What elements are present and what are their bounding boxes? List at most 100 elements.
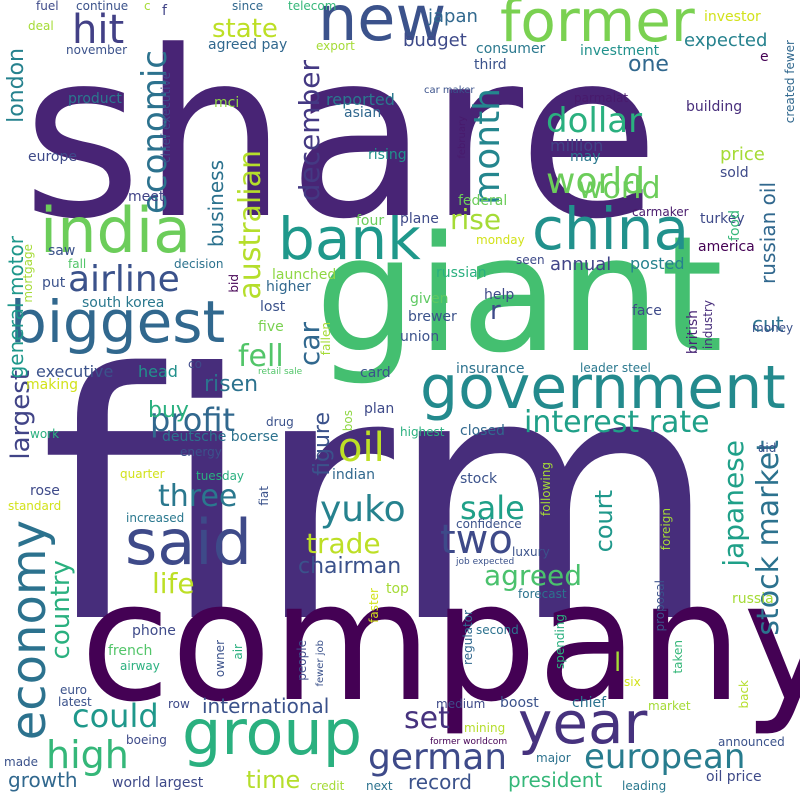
word: fuel xyxy=(36,0,59,13)
word: said xyxy=(125,506,252,579)
word: confidence xyxy=(456,517,522,531)
word: monday xyxy=(476,233,525,247)
word: state xyxy=(212,14,278,44)
word: chairman xyxy=(298,554,402,579)
word: world xyxy=(578,171,661,206)
word: plane xyxy=(400,211,439,227)
word: december xyxy=(293,60,326,202)
word: major xyxy=(536,751,571,765)
word: union xyxy=(400,329,440,345)
word: carmaker xyxy=(632,205,689,219)
word: fiat xyxy=(257,486,271,506)
word: government xyxy=(420,353,786,423)
word: international xyxy=(202,694,330,718)
word: fall xyxy=(68,257,87,271)
word: drug xyxy=(266,415,294,429)
word: investment xyxy=(580,43,660,59)
word: forecast xyxy=(518,587,567,601)
word: face xyxy=(632,303,662,319)
word: announced xyxy=(718,735,785,749)
word: fewer job xyxy=(315,640,326,687)
word: president xyxy=(508,768,603,792)
word: dollar xyxy=(546,101,643,141)
word: mci xyxy=(214,95,240,111)
word: february xyxy=(457,116,468,159)
word: executive xyxy=(36,362,114,381)
word: risen xyxy=(204,372,259,397)
word: mortgage xyxy=(21,244,35,303)
word: price xyxy=(720,144,765,165)
word: may xyxy=(570,149,601,165)
word: retail sale xyxy=(258,367,303,377)
word: car maker xyxy=(424,85,475,96)
word: work xyxy=(30,427,60,441)
word: meet xyxy=(128,189,165,205)
word: industry xyxy=(701,300,715,350)
word: three xyxy=(158,479,238,514)
word: profit xyxy=(150,401,236,439)
word: turkey xyxy=(700,211,745,227)
word: european xyxy=(584,737,746,777)
word: taken xyxy=(671,640,685,674)
word: mining xyxy=(464,721,506,735)
word: market xyxy=(648,699,691,713)
word: airline xyxy=(68,259,180,300)
word: month xyxy=(467,88,508,205)
word: consumer xyxy=(476,41,546,57)
word: brewer xyxy=(408,309,457,325)
word: sold xyxy=(720,165,749,181)
word: company xyxy=(80,546,800,738)
word: biggest xyxy=(10,288,226,356)
word: help xyxy=(484,287,515,303)
word: oil price xyxy=(706,769,762,785)
word: south korea xyxy=(82,295,165,311)
word: co xyxy=(188,357,202,371)
word: europe xyxy=(28,149,77,165)
word: deutsche boerse xyxy=(162,429,279,445)
word: leading xyxy=(622,779,667,793)
word: seen xyxy=(516,253,545,267)
word: yuko xyxy=(320,489,406,530)
word: high xyxy=(46,733,129,777)
word: quarter xyxy=(120,467,165,481)
word: could xyxy=(72,697,159,735)
word: chief executive xyxy=(159,72,173,163)
word: following xyxy=(539,462,553,516)
word: card xyxy=(360,365,391,381)
word: regulator xyxy=(461,610,475,665)
word: growth xyxy=(8,768,78,792)
word: f xyxy=(162,3,167,19)
word: higher xyxy=(266,279,311,295)
word: russian oil xyxy=(756,182,780,284)
word: sale xyxy=(460,489,525,527)
word: e xyxy=(760,49,769,65)
word: foreign xyxy=(659,508,673,551)
word: america xyxy=(698,239,755,255)
word: spending xyxy=(553,614,567,670)
word: interest rate xyxy=(524,405,710,440)
word: food xyxy=(727,210,743,241)
word: credit xyxy=(310,779,345,793)
word: euro xyxy=(60,683,87,697)
word: set xyxy=(404,701,450,736)
word: french xyxy=(108,643,153,659)
word: export xyxy=(316,39,355,53)
word: continue xyxy=(76,0,129,13)
word: buy xyxy=(148,398,189,423)
word: group xyxy=(182,696,363,769)
word: second xyxy=(476,623,519,637)
word: posted xyxy=(630,254,685,273)
word: saw xyxy=(48,243,76,259)
word: oil xyxy=(338,425,385,471)
word: given xyxy=(410,291,449,307)
word: launched xyxy=(272,267,337,283)
word: l xyxy=(614,648,622,678)
word: aid xyxy=(758,441,777,455)
word: time xyxy=(246,766,301,794)
word: medium xyxy=(436,697,486,711)
word: stock xyxy=(460,471,498,487)
word: life xyxy=(152,567,195,600)
word: top xyxy=(386,581,409,597)
word: london xyxy=(4,48,29,123)
